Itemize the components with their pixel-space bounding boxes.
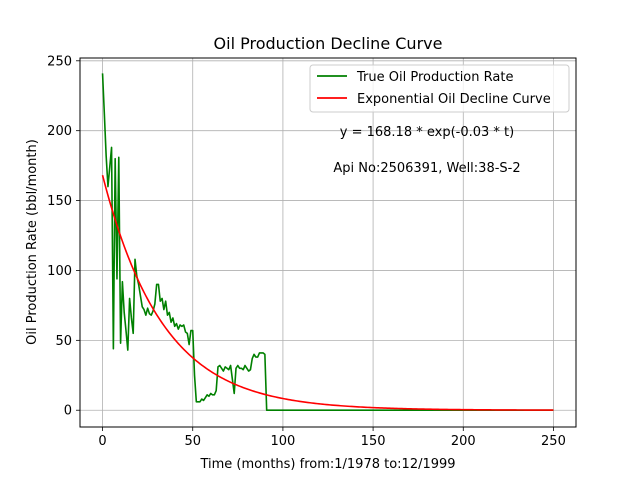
true-oil-production-line: [101, 73, 554, 412]
y-tick-label: 250: [47, 54, 72, 69]
legend: True Oil Production Rate Exponential Oil…: [309, 64, 570, 113]
x-tick-label: 200: [451, 434, 476, 449]
ticks: 0 50 100 150 200 250 0 50 100 150 200 250: [47, 54, 566, 449]
x-tick-label: 0: [98, 434, 106, 449]
y-tick-label: 0: [64, 404, 72, 419]
y-tick-label: 150: [47, 194, 72, 209]
plot-frame: [79, 57, 577, 428]
legend-label-decline-curve: Exponential Oil Decline Curve: [357, 92, 551, 107]
series-layer: [101, 73, 554, 412]
grid: [80, 58, 576, 427]
y-tick-label: 200: [47, 124, 72, 139]
x-axis-label: Time (months) from:1/1978 to:12/1999: [199, 457, 455, 472]
chart-title: Oil Production Decline Curve: [214, 34, 443, 53]
equation-annotation: y = 168.18 * exp(-0.03 * t): [340, 125, 514, 140]
legend-label-true-rate: True Oil Production Rate: [356, 70, 513, 85]
x-tick-label: 150: [361, 434, 386, 449]
exponential-decline-curve-line: [101, 174, 554, 411]
x-tick-label: 100: [270, 434, 295, 449]
well-annotation: Api No:2506391, Well:38-S-2: [333, 161, 520, 176]
x-tick-label: 250: [541, 434, 566, 449]
x-tick-label: 50: [184, 434, 201, 449]
legend-box: [309, 64, 570, 113]
y-axis-label: Oil Production Rate (bbl/month): [25, 139, 40, 345]
y-tick-label: 100: [47, 264, 72, 279]
y-tick-label: 50: [55, 334, 72, 349]
